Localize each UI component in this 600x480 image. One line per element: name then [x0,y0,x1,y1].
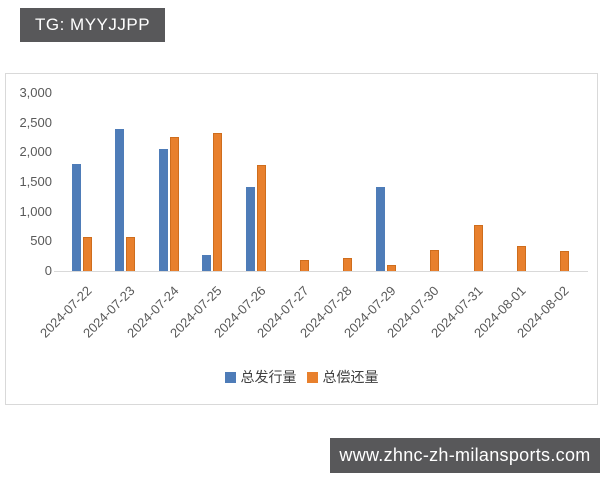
repayment-bar-2024-07-22 [83,237,92,271]
issuance-bar-2024-07-22 [72,164,81,271]
y-axis-tick-label: 2,500 [19,114,52,130]
repayment-bar-2024-07-31 [473,225,483,271]
repayment-bar-2024-07-27 [300,260,309,271]
repayment-bar-2024-07-26 [256,165,266,271]
issuance-bar-2024-07-26 [245,187,255,271]
y-axis-tick-label: 2,000 [19,144,52,160]
issuance-bar-2024-07-29 [375,187,385,271]
telegram-badge: TG: MYYJJPP [20,8,166,42]
repayment-bar-2024-07-30 [430,250,440,271]
y-axis-tick-label: 0 [44,263,52,278]
chart-legend: 总发行量 总偿还量 [6,367,597,387]
legend-swatch-blue-icon [224,371,236,383]
repayment-bar-2024-08-02 [560,251,570,271]
x-axis-line [54,271,588,272]
legend-item-issuance: 总发行量 [224,367,297,387]
website-watermark-text: www.zhnc-zh-milansports.com [339,445,591,465]
issuance-bar-2024-07-24 [158,149,168,271]
legend-swatch-orange-icon [306,371,318,383]
y-axis-tick-label: 1,000 [19,203,52,219]
repayment-bar-2024-07-25 [213,133,223,271]
telegram-badge-text: TG: MYYJJPP [35,15,151,34]
issuance-bar-2024-07-25 [202,255,212,271]
repayment-bar-2024-07-23 [126,237,136,271]
y-axis-tick-label: 500 [30,233,52,249]
legend-label-repayment: 总偿还量 [322,369,379,385]
repayment-bar-2024-08-01 [517,246,526,271]
plot-area: 0 500 1,000 1,500 2,000 2,500 3,000 2024-07-22 2… [6,74,597,404]
repayment-bar-2024-07-24 [169,137,179,271]
repayment-bar-2024-07-29 [386,265,396,271]
legend-label-issuance: 总发行量 [240,369,297,385]
y-axis-tick-label: 1,500 [19,174,52,189]
website-watermark: www.zhnc-zh-milansports.com [330,438,600,473]
y-axis-tick-label: 3,000 [19,85,52,100]
bar-chart: 0 500 1,000 1,500 2,000 2,500 3,000 2024-07-22 2… [5,73,598,405]
repayment-bar-2024-07-28 [343,258,353,271]
legend-item-repayment: 总偿还量 [306,367,379,387]
issuance-bar-2024-07-23 [115,129,125,271]
